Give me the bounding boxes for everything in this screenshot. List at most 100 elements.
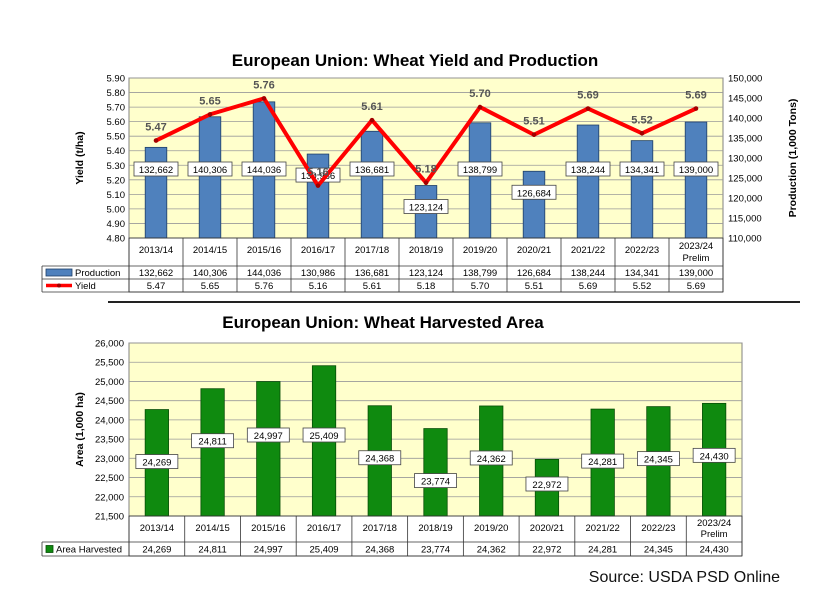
- area-legend-label: Area Harvested: [56, 545, 122, 556]
- area-data-label: 24,269: [142, 458, 171, 469]
- category-label: 2017/18: [355, 245, 389, 256]
- category-label: 2022/23: [625, 245, 659, 256]
- y2-tick-label: 125,000: [728, 174, 762, 185]
- y2-tick-label: 140,000: [728, 114, 762, 125]
- y-tick-label: 25,500: [95, 358, 124, 369]
- yield-table-value: 5.65: [201, 281, 220, 292]
- category-label: 2017/18: [363, 523, 397, 534]
- y2-tick-label: 145,000: [728, 94, 762, 105]
- y-tick-label: 4.90: [107, 219, 126, 230]
- y-tick-label: 23,000: [95, 454, 124, 465]
- category-label: 2018/19: [409, 245, 443, 256]
- area-table-value: 24,997: [254, 545, 283, 556]
- production-bar: [576, 124, 600, 239]
- production-data-label-box: [511, 184, 557, 200]
- y-tick-label: 5.40: [107, 146, 126, 157]
- yield-line-segment: [424, 105, 482, 185]
- y-axis-title: Area (1,000 ha): [74, 392, 86, 467]
- y-tick-label: 5.80: [107, 88, 126, 99]
- production-data-label-box: [241, 161, 287, 177]
- production-data-label: 126,684: [517, 188, 551, 199]
- production-table-value: 138,244: [571, 268, 605, 279]
- production-data-label-box: [349, 161, 395, 177]
- area-data-label: 23,774: [421, 477, 450, 488]
- production-table-value: 132,662: [139, 268, 173, 279]
- yield-point: [261, 96, 267, 101]
- area-data-label-box: [637, 451, 680, 467]
- category-label: 2014/15: [195, 523, 229, 534]
- area-data-label-box: [191, 433, 234, 449]
- yield-data-label: 5.18: [415, 164, 436, 176]
- production-data-label: 136,681: [355, 165, 389, 176]
- yield-point: [639, 130, 645, 136]
- area-data-label-box: [135, 454, 179, 469]
- yield-line-segment: [532, 106, 590, 137]
- y-tick-label: 5.00: [107, 204, 126, 215]
- yield-point: [207, 112, 213, 117]
- y2-tick-label: 115,000: [728, 214, 762, 225]
- source-note: Source: USDA PSD Online: [588, 569, 780, 586]
- category-label: Prelim: [701, 529, 728, 540]
- category-label: 2020/21: [530, 523, 564, 534]
- yield-line-segment: [208, 96, 266, 117]
- yield-data-label: 5.76: [253, 79, 274, 91]
- category-label: 2016/17: [301, 245, 335, 256]
- yield-table-value: 5.51: [525, 281, 544, 292]
- production-data-label: 130,986: [301, 171, 335, 182]
- production-table-value: 138,799: [463, 268, 497, 279]
- area-table-value: 24,362: [477, 545, 506, 556]
- area-data-label-box: [358, 450, 402, 466]
- y2-tick-label: 150,000: [728, 74, 762, 85]
- yield-table-value: 5.52: [633, 281, 652, 292]
- yield-table-value: 5.69: [579, 281, 598, 292]
- area-data-label: 24,368: [365, 454, 394, 465]
- area-table-value: 24,430: [700, 545, 729, 556]
- y-tick-label: 21,500: [95, 512, 124, 523]
- yield-table-value: 5.70: [471, 281, 490, 292]
- production-data-label-box: [457, 161, 503, 177]
- area-data-label-box: [246, 427, 290, 443]
- yield-point: [693, 106, 699, 111]
- category-label: 2016/17: [307, 523, 341, 534]
- yield-table-value: 5.69: [687, 281, 706, 292]
- production-data-label-box: [673, 161, 719, 177]
- category-label: 2021/22: [571, 245, 605, 256]
- y-tick-label: 25,000: [95, 377, 124, 388]
- area-data-label: 25,409: [310, 431, 339, 442]
- production-bar: [468, 122, 492, 239]
- production-data-label: 144,036: [247, 165, 281, 176]
- y-tick-label: 5.50: [107, 132, 126, 143]
- yield-data-label: 5.47: [145, 122, 166, 134]
- y-tick-label: 5.60: [107, 117, 126, 128]
- area-data-label: 24,430: [700, 451, 729, 462]
- category-label: 2018/19: [418, 523, 452, 534]
- yield-line-segment: [640, 106, 698, 136]
- category-label: Prelim: [683, 253, 710, 264]
- yield-point: [423, 180, 429, 186]
- yield-line-segment: [316, 118, 374, 188]
- area-table-value: 24,269: [142, 545, 171, 556]
- production-table-value: 130,986: [301, 268, 335, 279]
- production-table-value: 123,124: [409, 268, 443, 279]
- area-table-value: 24,345: [644, 545, 673, 556]
- area-data-label-box: [692, 447, 736, 463]
- yield-data-label: 5.69: [577, 90, 598, 102]
- area-table-value: 24,368: [365, 545, 394, 556]
- category-label: 2021/22: [586, 523, 620, 534]
- production-bar: [522, 170, 546, 239]
- yield-table-value: 5.76: [255, 281, 274, 292]
- yield-line-segment: [586, 106, 644, 136]
- production-bar: [630, 140, 654, 239]
- production-data-label-box: [403, 199, 449, 214]
- y-tick-label: 24,500: [95, 396, 124, 407]
- yield-line-segment: [262, 96, 320, 188]
- yield-table-value: 5.47: [147, 281, 166, 292]
- y-tick-label: 24,000: [95, 415, 124, 426]
- production-data-label: 138,799: [463, 165, 497, 176]
- area-data-label: 24,281: [588, 457, 617, 468]
- category-label: 2014/15: [193, 245, 227, 256]
- area-bar: [200, 388, 225, 517]
- yield-line-segment: [478, 105, 536, 137]
- y2-axis-title: Production (1,000 Tons): [787, 99, 799, 218]
